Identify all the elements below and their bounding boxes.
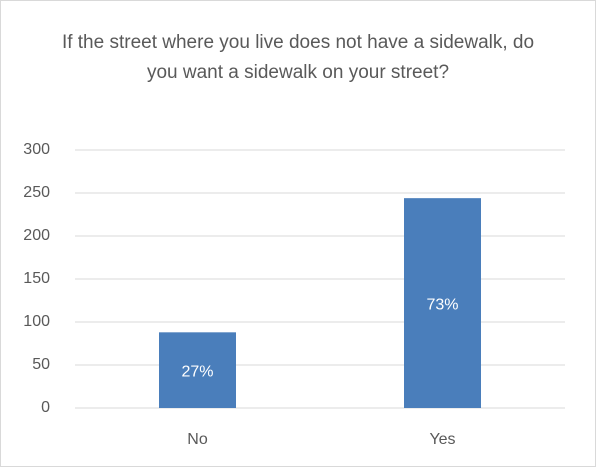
y-tick-label: 150 [23,270,50,287]
y-tick-label: 200 [23,227,50,244]
chart-title: If the street where you live does not ha… [61,32,535,83]
x-tick-label: No [187,431,208,448]
x-tick-label: Yes [429,431,455,448]
bar [404,198,481,408]
bar-label: 27% [181,363,213,380]
y-tick-label: 50 [32,356,50,373]
y-tick-label: 300 [23,141,50,158]
bar-label: 73% [426,296,458,313]
y-tick-label: 0 [41,399,50,416]
y-tick-label: 100 [23,313,50,330]
y-tick-label: 250 [23,184,50,201]
bar [159,332,236,408]
